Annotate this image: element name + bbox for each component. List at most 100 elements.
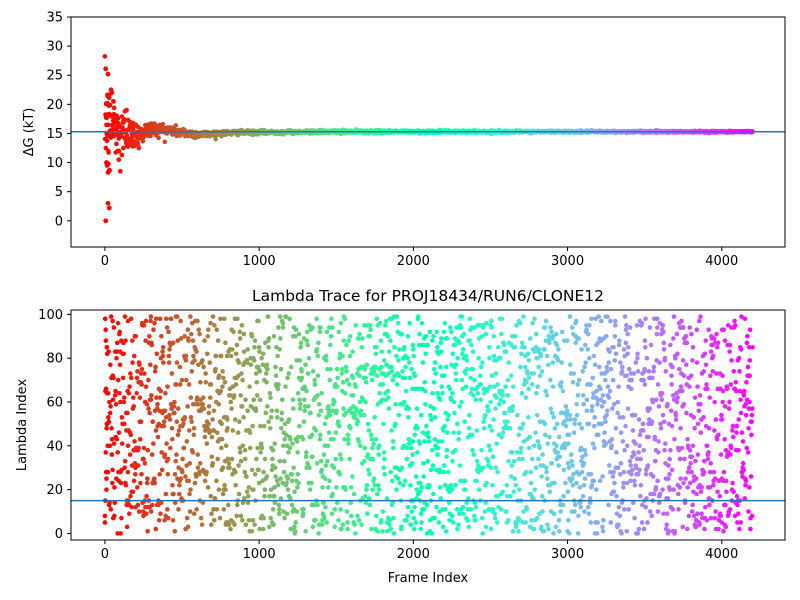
lambda-point xyxy=(320,485,325,490)
lambda-point xyxy=(195,452,201,457)
lambda-point xyxy=(539,369,545,374)
lambda-point xyxy=(342,316,348,322)
lambda-point xyxy=(348,485,354,490)
lambda-point xyxy=(492,511,498,517)
lambda-point xyxy=(655,478,660,484)
lambda-point xyxy=(432,366,437,372)
lambda-point xyxy=(219,421,224,427)
lambda-point xyxy=(518,450,523,455)
lambda-point xyxy=(331,436,336,442)
lambda-point xyxy=(556,347,561,352)
lambda-point xyxy=(390,377,396,383)
lambda-point xyxy=(327,412,333,418)
lambda-point xyxy=(701,369,707,374)
lambda-point xyxy=(578,504,584,510)
lambda-point xyxy=(499,316,505,322)
lambda-point xyxy=(641,377,646,383)
lambda-point xyxy=(519,340,525,346)
lambda-point xyxy=(231,329,236,335)
lambda-point xyxy=(533,465,539,471)
lambda-point xyxy=(115,450,121,455)
lambda-point xyxy=(114,340,120,346)
lambda-point xyxy=(188,331,194,337)
lambda-point xyxy=(702,504,708,510)
lambda-point xyxy=(570,379,576,385)
lambda-point xyxy=(431,491,436,497)
lambda-point xyxy=(654,316,660,322)
lambda-point xyxy=(685,485,690,490)
lambda-point xyxy=(142,461,148,466)
delta-g-point xyxy=(106,205,112,211)
lambda-point xyxy=(261,351,266,357)
lambda-point xyxy=(429,447,435,453)
lambda-point xyxy=(236,463,241,468)
lambda-point xyxy=(600,524,605,530)
lambda-point xyxy=(298,344,303,350)
lambda-point xyxy=(411,353,416,359)
lambda-point xyxy=(117,390,122,396)
lambda-point xyxy=(270,507,276,512)
delta-g-point xyxy=(136,145,142,151)
lambda-point xyxy=(614,493,619,499)
lambda-point xyxy=(520,421,526,427)
lambda-point xyxy=(724,386,730,392)
x-tick-label: 3000 xyxy=(551,254,584,269)
lambda-point xyxy=(419,320,425,326)
lambda-point xyxy=(118,531,123,536)
lambda-point xyxy=(589,408,595,414)
lambda-point xyxy=(367,333,373,339)
lambda-point xyxy=(619,369,625,374)
lambda-point xyxy=(659,397,665,403)
lambda-point xyxy=(225,456,231,462)
lambda-point xyxy=(638,456,643,462)
delta-g-point xyxy=(131,139,137,145)
lambda-point xyxy=(131,478,137,484)
lambda-point xyxy=(485,404,490,409)
lambda-point xyxy=(749,513,755,519)
lambda-point xyxy=(494,441,500,446)
lambda-point xyxy=(374,513,379,519)
lambda-point xyxy=(509,463,515,468)
lambda-point xyxy=(489,373,495,379)
lambda-point xyxy=(463,384,469,389)
delta-g-point xyxy=(124,107,129,113)
lambda-point xyxy=(488,323,493,328)
x-tick-label: 4000 xyxy=(705,547,738,562)
lambda-point xyxy=(617,513,623,519)
lambda-point xyxy=(672,528,678,534)
lambda-point xyxy=(113,401,119,407)
y-tick-label: 35 xyxy=(46,11,63,26)
lambda-point xyxy=(137,362,142,368)
lambda-point xyxy=(528,469,534,475)
lambda-point xyxy=(103,386,109,392)
lambda-point xyxy=(453,377,459,383)
lambda-point xyxy=(273,474,278,479)
lambda-point xyxy=(723,478,729,484)
lambda-point xyxy=(723,502,728,508)
lambda-point xyxy=(357,373,362,379)
lambda-point xyxy=(308,410,313,416)
lambda-point xyxy=(512,476,518,481)
lambda-point xyxy=(316,531,321,536)
lambda-point xyxy=(190,450,196,455)
lambda-point xyxy=(663,369,669,374)
lambda-point xyxy=(240,443,246,449)
lambda-point xyxy=(154,351,160,357)
lambda-point xyxy=(276,511,282,517)
lambda-point xyxy=(621,347,627,352)
lambda-point xyxy=(615,410,620,416)
lambda-point xyxy=(463,371,468,376)
lambda-point xyxy=(613,425,619,431)
lambda-point xyxy=(683,476,688,481)
lambda-point xyxy=(519,390,525,396)
lambda-point xyxy=(467,412,472,418)
lambda-point xyxy=(134,390,139,396)
lambda-point xyxy=(110,397,116,403)
lambda-point xyxy=(374,344,379,350)
lambda-point xyxy=(549,410,555,416)
lambda-point xyxy=(174,419,180,425)
lambda-point xyxy=(191,425,197,431)
lambda-point xyxy=(715,340,721,346)
lambda-point xyxy=(610,474,616,479)
lambda-point xyxy=(165,456,171,462)
